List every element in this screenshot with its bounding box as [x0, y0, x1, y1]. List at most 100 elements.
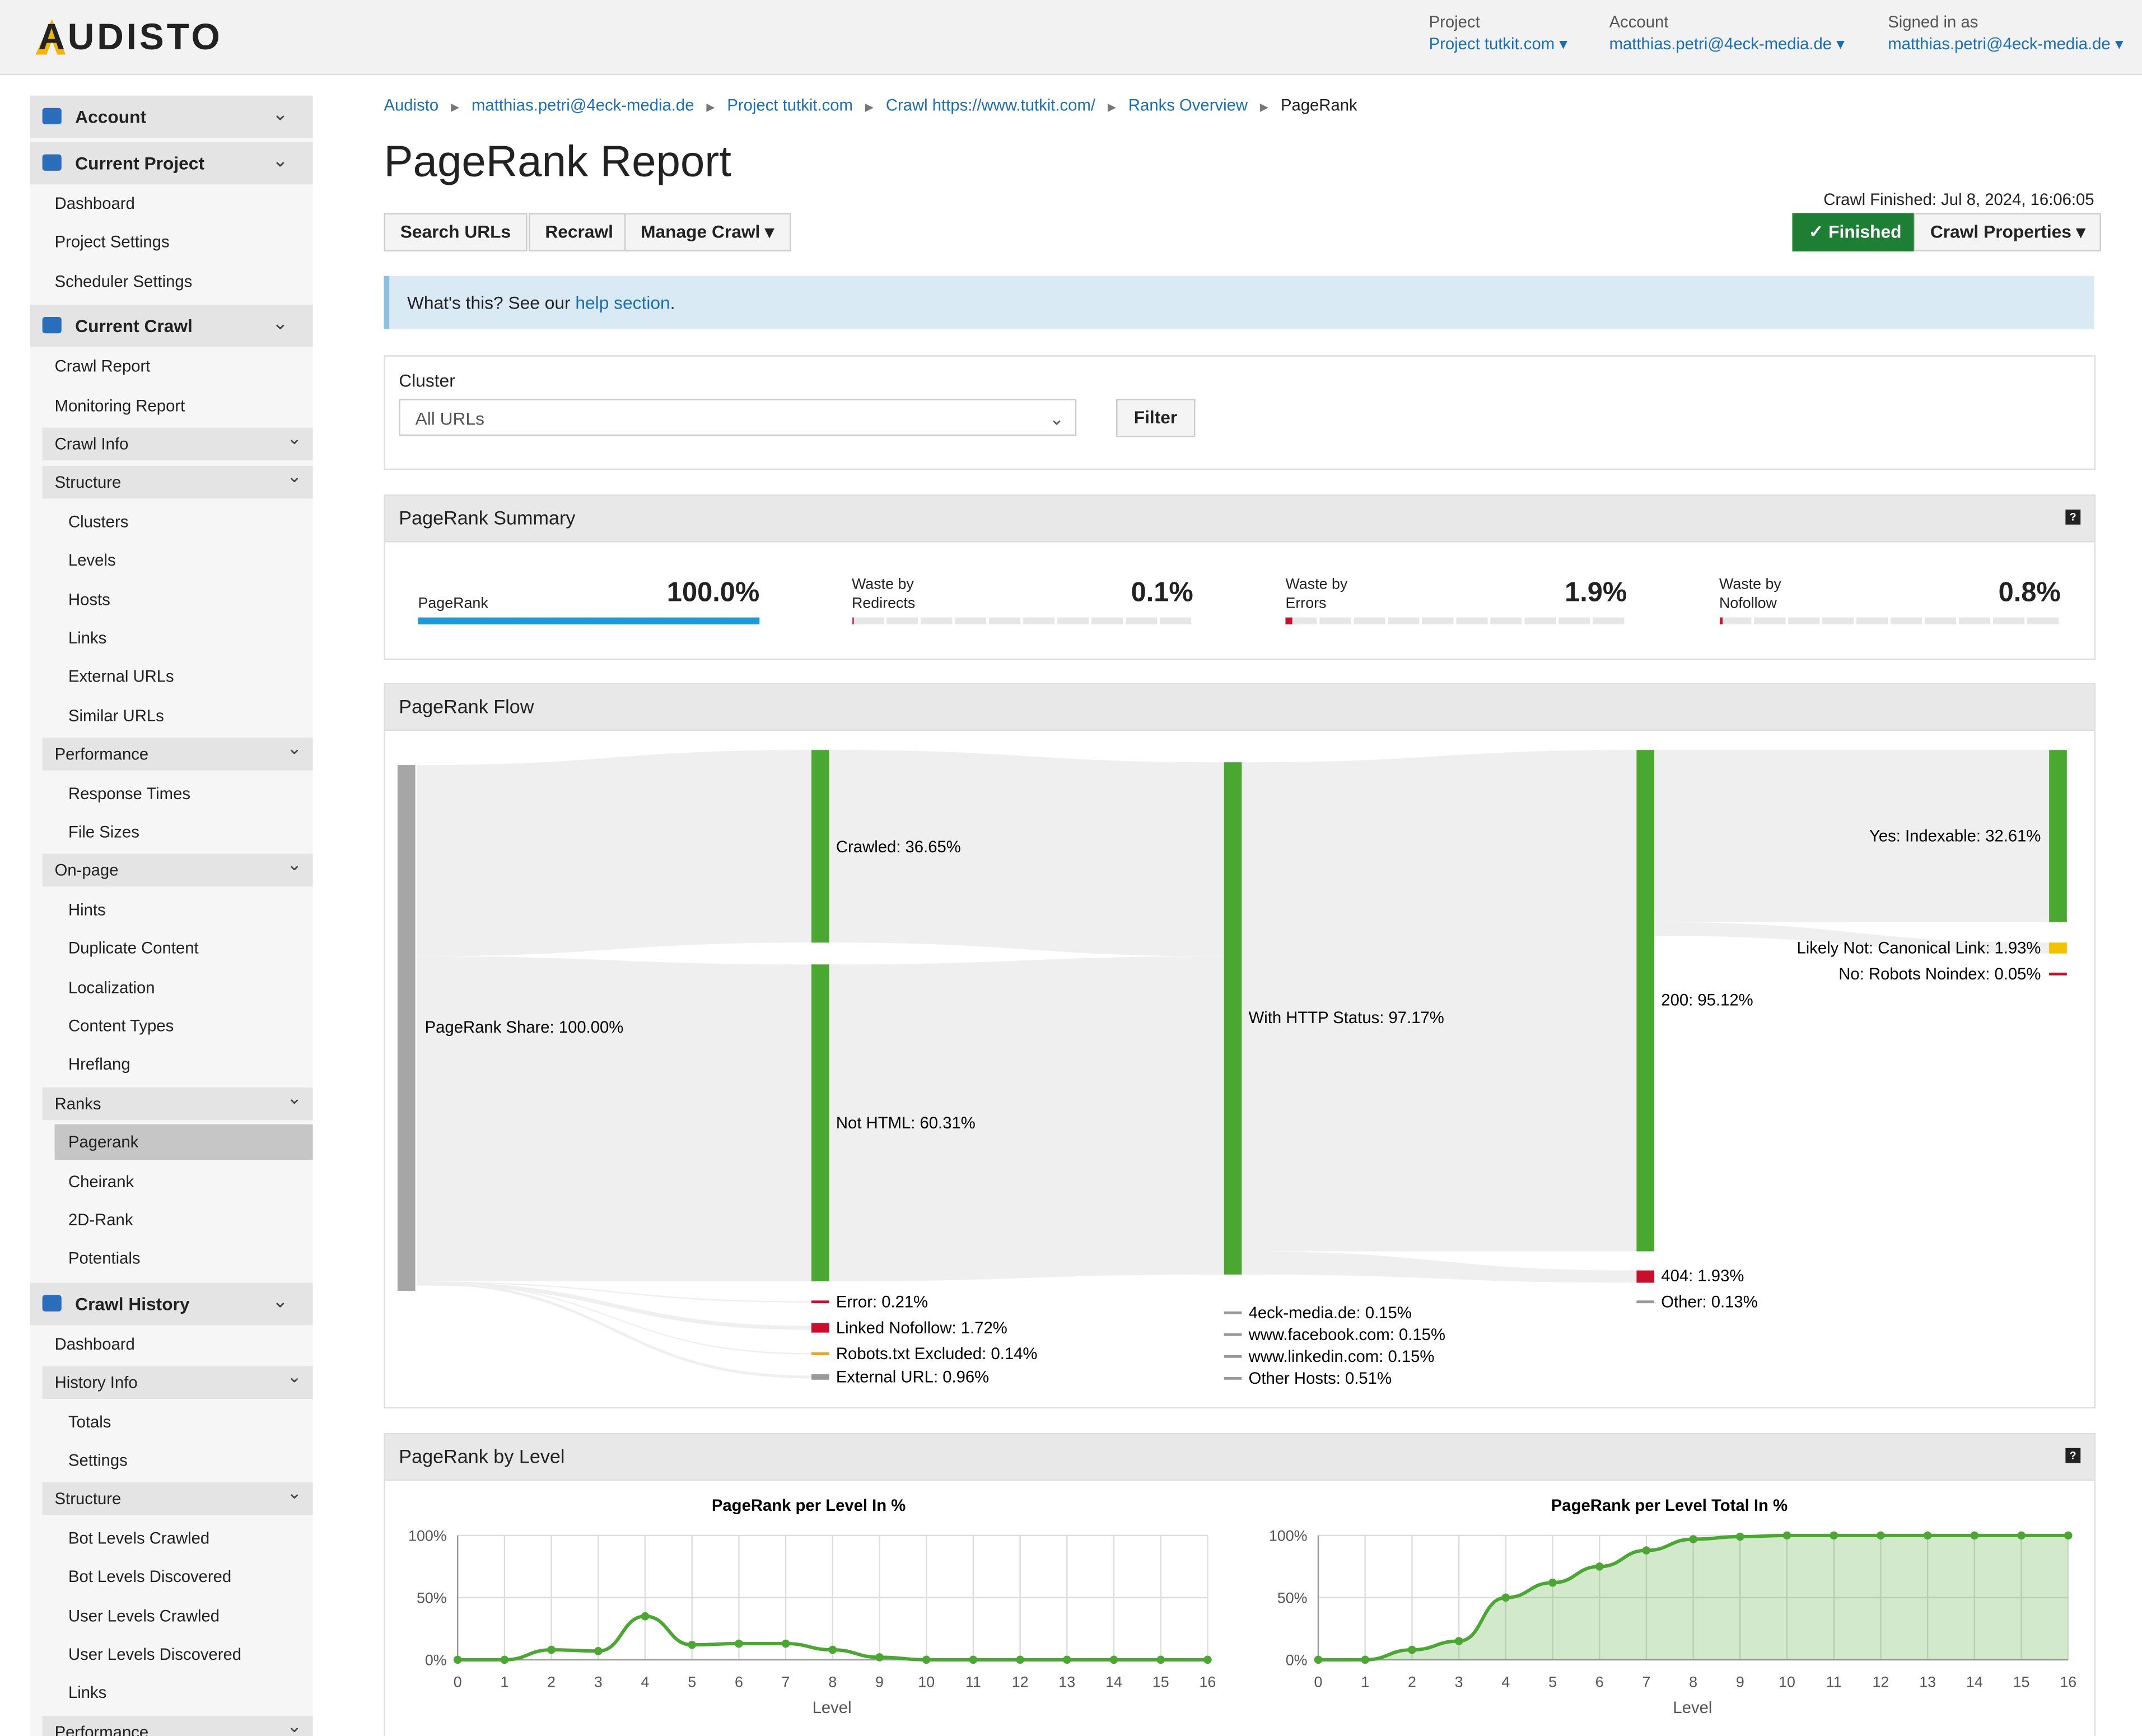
nav-item[interactable]: Totals — [68, 1412, 111, 1431]
nav-item[interactable]: Response Times — [68, 783, 190, 803]
nav-item[interactable]: Dashboard — [54, 194, 135, 213]
logo: AUDISTO — [38, 16, 223, 58]
x-tick-label: 10 — [918, 1674, 935, 1691]
info-end: . — [670, 292, 675, 313]
nav-item[interactable]: Content Types — [68, 1016, 174, 1036]
nav-item[interactable]: Levels — [68, 550, 116, 570]
flow-node — [1224, 1376, 1242, 1380]
x-tick-label: 16 — [1200, 1674, 1216, 1691]
nav-item[interactable]: Project Settings — [54, 232, 170, 252]
flow-node — [1224, 1333, 1242, 1336]
x-tick-label: 0 — [454, 1674, 462, 1691]
chart-title: PageRank per Level Total In % — [1551, 1497, 1788, 1515]
summary-label: Waste by Redirects — [851, 576, 916, 612]
nav-item[interactable]: User Levels Discovered — [68, 1645, 242, 1664]
point — [1016, 1655, 1024, 1664]
signed: matthias.petri@4eck-media.de — [1888, 34, 2111, 54]
nav-item[interactable]: Hosts — [68, 589, 110, 609]
finished-label: Finished — [1828, 221, 1902, 242]
subgroup[interactable]: History Info ⌄ — [42, 1366, 313, 1399]
nav-item[interactable]: Potentials — [68, 1249, 141, 1268]
search-button[interactable]: Search URLs — [384, 213, 528, 251]
x-tick-label: 5 — [688, 1674, 696, 1691]
subgroup-title: Ranks — [54, 1094, 101, 1113]
nav-item[interactable]: Bot Levels Discovered — [68, 1567, 232, 1586]
subgroup[interactable]: Structure ⌄ — [42, 1482, 313, 1516]
point — [1501, 1593, 1510, 1602]
nav-item[interactable]: Settings — [68, 1450, 128, 1470]
nav-item[interactable]: Similar URLs — [68, 706, 164, 725]
finished-button[interactable]: ✓ Finished — [1792, 213, 1918, 251]
nav-item[interactable]: Crawl Report — [54, 357, 151, 376]
section-header[interactable]: Account ⌄ — [30, 95, 313, 138]
subgroup[interactable]: On-page ⌄ — [42, 854, 313, 888]
chevron: ⌄ — [272, 311, 288, 334]
properties-button[interactable]: Crawl Properties ▾ — [1914, 213, 2102, 251]
point — [1408, 1645, 1416, 1654]
nav-item[interactable]: File Sizes — [68, 822, 139, 842]
x-tick-label: 9 — [875, 1674, 884, 1691]
nav-item[interactable]: Dashboard — [54, 1334, 135, 1354]
nav-item[interactable]: External URLs — [68, 667, 174, 687]
nav-item[interactable]: Links — [68, 628, 107, 648]
nav-item[interactable]: Scheduler Settings — [54, 271, 193, 291]
cluster-select[interactable]: All URLs ⌄ — [399, 399, 1077, 436]
nav-item[interactable]: Cheirank — [68, 1172, 134, 1191]
recrawl-button[interactable]: Recrawl — [529, 213, 630, 251]
help-link[interactable]: help section — [575, 292, 670, 313]
manage-button[interactable]: Manage Crawl ▾ — [624, 213, 791, 251]
subgroup-title: Performance — [54, 744, 149, 764]
section-header[interactable]: Current Crawl ⌄ — [30, 305, 313, 348]
header — [0, 0, 2142, 76]
flow-node — [811, 1352, 829, 1355]
crumb[interactable]: Ranks Overview — [1128, 95, 1248, 115]
signed-menu[interactable]: matthias.petri@4eck-media.de ▾ — [1888, 34, 2124, 54]
nav-item[interactable]: User Levels Crawled — [68, 1606, 220, 1625]
subgroup[interactable]: Crawl Info ⌄ — [42, 427, 313, 461]
flow-label: 404: 1.93% — [1661, 1267, 1744, 1285]
y-tick-label: 50% — [1277, 1590, 1308, 1607]
subgroup[interactable]: Performance ⌄ — [42, 738, 313, 771]
point — [1314, 1655, 1323, 1664]
nav-item[interactable]: Hints — [68, 900, 106, 920]
point — [781, 1639, 790, 1648]
section-header[interactable]: Crawl History ⌄ — [30, 1282, 313, 1325]
crumb[interactable]: matthias.petri@4eck-media.de — [472, 95, 694, 115]
help-icon[interactable]: ? — [2065, 1448, 2081, 1463]
subgroup[interactable]: Structure ⌄ — [42, 466, 313, 500]
flow-label: Error: 0.21% — [836, 1294, 928, 1312]
subgroup[interactable]: Performance ⌄ — [42, 1715, 313, 1736]
nav-item[interactable]: Links — [68, 1683, 107, 1703]
subgroup[interactable]: Ranks ⌄ — [42, 1087, 313, 1120]
nav-item[interactable]: Duplicate Content — [68, 939, 199, 958]
flow-label: External URL: 0.96% — [836, 1369, 989, 1387]
subgroup-title: Structure — [54, 473, 122, 493]
summary-bar-segment — [1354, 617, 1385, 624]
summary-bar-segment — [1090, 617, 1122, 624]
flow-label: PageRank Share: 100.00% — [425, 1019, 624, 1037]
x-tick-label: 8 — [828, 1674, 837, 1691]
crumb[interactable]: Project tutkit.com — [727, 95, 853, 115]
section-header[interactable]: Current Project ⌄ — [30, 142, 313, 185]
point — [1736, 1532, 1744, 1541]
x-tick-label: 1 — [500, 1674, 508, 1691]
nav-item[interactable]: Pagerank — [68, 1132, 139, 1152]
nav-item[interactable]: Localization — [68, 977, 155, 997]
nav-item[interactable]: Clusters — [68, 512, 129, 531]
flow-label: Likely Not: Canonical Link: 1.93% — [1796, 940, 2041, 958]
nav-item[interactable]: Bot Levels Crawled — [68, 1528, 210, 1548]
help-icon[interactable]: ? — [2065, 509, 2081, 525]
point — [828, 1645, 837, 1654]
nav-item[interactable]: Hreflang — [68, 1055, 130, 1075]
crumb[interactable]: Crawl https://www.tutkit.com/ — [885, 95, 1095, 115]
nav-item[interactable]: Monitoring Report — [54, 395, 185, 415]
point — [969, 1655, 978, 1664]
crumb[interactable]: Audisto — [384, 95, 439, 115]
nav-item[interactable]: 2D-Rank — [68, 1210, 133, 1230]
flow-band — [417, 1281, 812, 1303]
project-menu[interactable]: Project tutkit.com ▾ — [1429, 34, 1567, 54]
account-menu[interactable]: matthias.petri@4eck-media.de ▾ — [1609, 34, 1845, 54]
filter-button[interactable]: Filter — [1116, 399, 1195, 437]
level-panel: PageRank by Level? — [384, 1432, 2096, 1736]
